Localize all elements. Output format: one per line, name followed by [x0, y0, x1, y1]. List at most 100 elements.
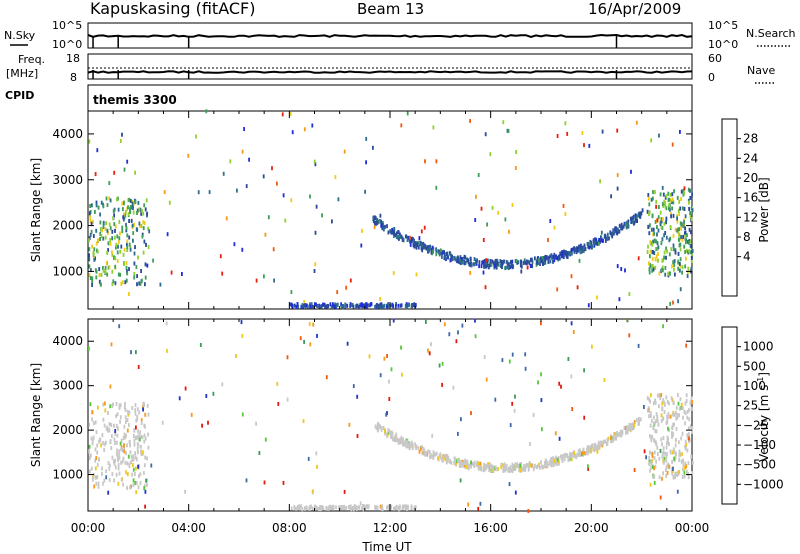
echo-point-0-719 — [600, 238, 603, 243]
echo-point-1-1152 — [460, 417, 462, 422]
echo-point-1-76 — [102, 481, 104, 486]
echo-point-0-977 — [679, 242, 682, 247]
echo-point-1-594 — [406, 440, 409, 445]
echo-point-0-1100 — [637, 256, 640, 261]
echo-point-0-908 — [672, 260, 674, 265]
echo-point-1-61 — [134, 455, 137, 460]
echo-point-1-330 — [616, 431, 619, 435]
echo-point-1-1066 — [276, 381, 279, 386]
echo-point-0-1011 — [469, 118, 471, 123]
echo-point-1-783 — [678, 440, 680, 445]
echo-point-1-1090 — [312, 489, 314, 494]
echo-point-0-366 — [542, 256, 545, 260]
echo-point-1-0 — [135, 466, 137, 471]
echo-point-0-163 — [144, 262, 147, 267]
echo-point-0-1066 — [94, 172, 97, 177]
echo-point-1-769 — [682, 467, 684, 472]
echo-point-0-369 — [447, 255, 449, 260]
echo-point-0-1287 — [342, 305, 345, 310]
xtick-label-6: 00:00 — [675, 521, 710, 535]
echo-point-1-1079 — [150, 463, 153, 468]
echo-point-1-942 — [646, 408, 649, 413]
echo-point-1-1103 — [452, 385, 455, 390]
echo-point-0-157 — [102, 220, 105, 225]
echo-point-0-399 — [402, 238, 405, 243]
echo-point-1-574 — [441, 457, 443, 462]
echo-point-1-730 — [465, 460, 467, 465]
colorbar-tick-label-0-0: 28 — [743, 132, 758, 146]
echo-point-1-1151 — [282, 480, 285, 485]
echo-point-0-84 — [106, 261, 108, 265]
echo-point-0-741 — [409, 242, 412, 247]
echo-point-0-1308 — [362, 303, 365, 308]
echo-point-1-403 — [610, 439, 613, 444]
echo-point-0-397 — [524, 260, 527, 265]
echo-point-0-145 — [108, 196, 111, 201]
echo-point-1-1199 — [365, 504, 367, 509]
echo-point-0-769 — [670, 247, 673, 252]
echo-point-0-686 — [588, 245, 591, 250]
echo-point-0-109 — [90, 221, 93, 226]
echo-point-1-16 — [132, 478, 135, 483]
echo-point-0-969 — [667, 271, 669, 276]
echo-point-1-358 — [613, 431, 615, 436]
echo-point-0-350 — [531, 264, 534, 269]
echo-point-0-1225 — [297, 304, 299, 309]
echo-point-1-60 — [126, 461, 129, 466]
echo-point-0-174 — [93, 247, 96, 252]
echo-point-1-578 — [390, 430, 393, 435]
echo-point-1-768 — [666, 451, 668, 456]
echo-point-1-1156 — [91, 410, 94, 415]
echo-point-0-200 — [88, 253, 90, 258]
echo-point-0-806 — [682, 188, 685, 193]
echo-point-0-36 — [125, 228, 128, 233]
echo-point-0-1248 — [300, 304, 303, 309]
echo-point-1-1139 — [309, 342, 312, 347]
echo-point-1-236 — [98, 457, 100, 462]
echo-point-1-762 — [654, 400, 657, 405]
echo-point-1-728 — [489, 463, 492, 468]
echo-point-1-817 — [681, 431, 684, 436]
echo-point-1-947 — [664, 402, 666, 407]
echo-point-0-1050 — [485, 258, 488, 263]
echo-point-1-1187 — [329, 505, 332, 510]
echo-point-0-988 — [678, 237, 680, 242]
echo-point-1-132 — [96, 443, 99, 448]
echo-point-1-693 — [488, 468, 491, 472]
echo-point-1-266 — [514, 462, 517, 467]
echo-point-0-744 — [463, 261, 466, 266]
echo-point-1-909 — [670, 396, 673, 401]
echo-point-0-395 — [444, 255, 447, 260]
echo-point-0-5 — [134, 245, 136, 250]
nsky-label: N.Sky — [4, 29, 36, 42]
echo-point-1-1006 — [343, 489, 346, 494]
echo-point-1-933 — [656, 414, 659, 419]
echo-point-0-1154 — [152, 258, 154, 263]
echo-point-1-1154 — [110, 342, 113, 347]
echo-point-0-187 — [144, 275, 147, 280]
echo-point-0-144 — [98, 267, 101, 272]
echo-point-1-1284 — [305, 506, 308, 511]
echo-point-1-877 — [655, 459, 658, 464]
echo-point-1-125 — [132, 483, 135, 487]
echo-point-0-723 — [523, 258, 526, 263]
echo-point-1-1210 — [363, 504, 365, 509]
echo-point-0-956 — [687, 239, 689, 244]
echo-point-0-614 — [529, 264, 532, 268]
colorbar-tick-label-1-3: 25 — [743, 399, 758, 413]
echo-point-1-137 — [126, 428, 129, 433]
echo-point-0-622 — [456, 259, 459, 264]
echo-point-1-73 — [91, 417, 93, 422]
echo-point-0-414 — [451, 257, 454, 261]
xlabel: Time UT — [361, 540, 412, 554]
echo-point-0-123 — [145, 242, 147, 247]
echo-point-1-701 — [384, 428, 386, 433]
echo-point-1-13 — [95, 481, 98, 486]
echo-point-0-673 — [463, 254, 466, 259]
echo-point-0-605 — [460, 257, 463, 262]
echo-point-1-1123 — [199, 343, 202, 347]
echo-point-0-409 — [435, 247, 437, 252]
echo-point-0-1032 — [432, 125, 435, 130]
echo-point-1-747 — [553, 459, 556, 464]
